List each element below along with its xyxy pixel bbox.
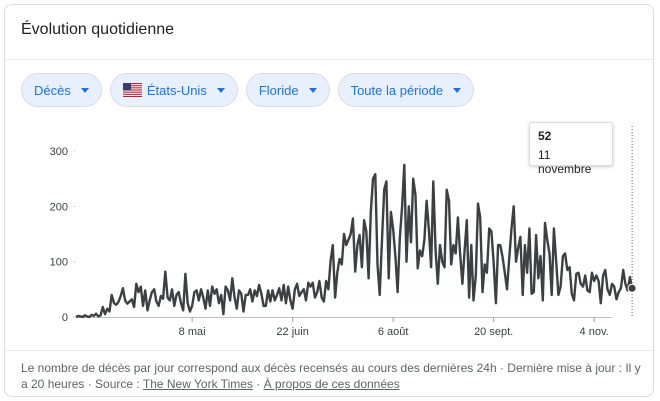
header-divider: [5, 59, 653, 60]
hover-point: [627, 283, 637, 293]
country-filter-label: États-Unis: [146, 82, 207, 98]
source-link[interactable]: The New York Times: [142, 377, 253, 391]
tooltip-value: 52: [538, 129, 552, 143]
region-filter-chip[interactable]: Floride: [245, 73, 330, 107]
about-data-link[interactable]: À propos de ces données: [263, 377, 400, 391]
dropdown-arrow-icon: [216, 87, 225, 93]
y-tick-label: 200: [50, 201, 68, 213]
series-line: [75, 163, 634, 319]
x-tick-label: 8 mai: [179, 326, 206, 338]
filter-bar: Décès États-Unis Floride Toute la pé: [21, 73, 475, 107]
tooltip-date: 11 novembre: [538, 148, 592, 176]
dropdown-arrow-icon: [308, 87, 317, 93]
y-tick-label: 300: [50, 146, 68, 158]
y-axis: 0 100 200 300: [50, 146, 76, 324]
us-flag-icon: [122, 83, 142, 97]
dropdown-arrow-icon: [453, 87, 462, 93]
card-title: Évolution quotidienne: [21, 21, 175, 38]
plot-area[interactable]: [75, 126, 637, 319]
period-filter-chip[interactable]: Toute la période: [337, 73, 475, 107]
series-area: [76, 164, 633, 317]
metric-filter-chip[interactable]: Décès: [21, 73, 102, 107]
footer-dot: ·: [256, 377, 261, 391]
period-filter-label: Toute la période: [350, 82, 444, 98]
footer-text: Le nombre de décès par jour correspond a…: [21, 361, 641, 391]
footer-divider: [5, 350, 653, 351]
x-tick-label: 6 août: [378, 326, 409, 338]
country-filter-chip[interactable]: États-Unis: [109, 73, 238, 107]
dropdown-arrow-icon: [80, 87, 89, 93]
metric-filter-label: Décès: [34, 82, 71, 98]
x-tick-label: 20 sept.: [474, 326, 513, 338]
footer-note: Le nombre de décès par jour correspond a…: [21, 360, 641, 392]
chart-tooltip: 52 11 novembre: [529, 122, 613, 176]
y-tick-label: 0: [62, 312, 68, 324]
x-tick-label: 22 juin: [276, 326, 308, 338]
x-axis: 8 mai 22 juin 6 août 20 sept. 4 nov.: [76, 317, 612, 338]
x-tick-label: 4 nov.: [580, 326, 609, 338]
region-filter-label: Floride: [258, 82, 299, 98]
y-tick-label: 100: [50, 257, 68, 269]
daily-evolution-card: Évolution quotidienne Décès États-Unis F…: [4, 4, 654, 397]
daily-deaths-line-chart: 0 100 200 300 8 mai 22 juin 6 août 20 sept. 4 n…: [50, 126, 637, 338]
